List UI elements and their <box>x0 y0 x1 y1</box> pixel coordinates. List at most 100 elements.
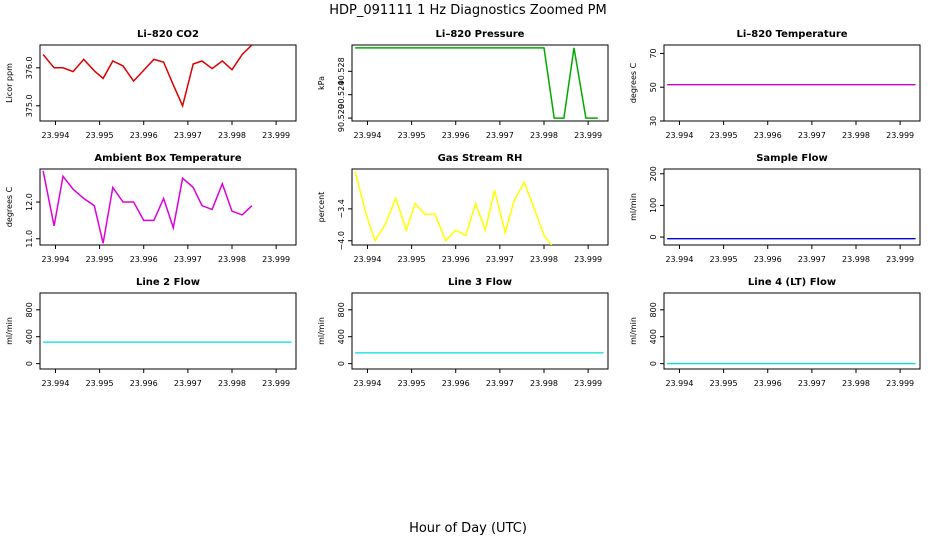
y-tick-label: −4.0 <box>337 231 346 250</box>
x-tick-label: 23.997 <box>486 131 514 140</box>
y-tick-label: 90.524 <box>337 81 346 109</box>
y-axis-label: ml/min <box>629 193 638 221</box>
x-tick-label: 23.997 <box>798 131 826 140</box>
x-tick-label: 23.996 <box>442 131 470 140</box>
y-axis-label: Licor ppm <box>5 63 14 103</box>
x-tick-label: 23.994 <box>41 131 69 140</box>
x-tick-label: 23.999 <box>886 131 914 140</box>
chart-panel-3: Li–820 Temperature 23.994 23.995 23.996 23.9… <box>629 29 921 140</box>
y-tick-label: 200 <box>649 166 658 181</box>
x-tick-label: 23.996 <box>130 379 158 388</box>
panel-title: Gas Stream RH <box>438 153 523 164</box>
y-tick-label: 800 <box>649 302 658 317</box>
series-line <box>355 47 598 119</box>
panel-title: Li–820 Temperature <box>736 29 847 40</box>
y-tick-label: 100 <box>649 198 658 213</box>
plot-frame <box>663 168 921 246</box>
plot-frame <box>663 292 921 370</box>
chart-panel-6: Sample Flow 23.994 23.995 23.996 23.997 23.99… <box>629 153 921 264</box>
y-tick-label: 0 <box>649 235 658 240</box>
y-tick-label: 400 <box>25 329 34 344</box>
x-tick-label: 23.999 <box>886 255 914 264</box>
x-tick-label: 23.997 <box>174 131 202 140</box>
panel-title: Line 2 Flow <box>136 277 200 288</box>
plot-frame <box>351 44 609 122</box>
y-tick-label: 70 <box>649 48 658 58</box>
y-axis-label: kPa <box>317 76 326 90</box>
panel-title: Ambient Box Temperature <box>94 153 241 164</box>
y-tick-label: 400 <box>649 329 658 344</box>
plot-frame <box>351 292 609 370</box>
x-tick-label: 23.998 <box>530 255 558 264</box>
x-tick-label: 23.994 <box>41 255 69 264</box>
y-axis-label: degrees C <box>5 186 14 227</box>
y-axis-label: ml/min <box>5 317 14 345</box>
x-tick-label: 23.996 <box>130 255 158 264</box>
y-tick-label: −3.4 <box>337 199 346 218</box>
x-tick-label: 23.994 <box>353 131 381 140</box>
panel-title: Li–820 Pressure <box>436 29 525 40</box>
x-tick-label: 23.999 <box>574 255 602 264</box>
panel-title: Line 3 Flow <box>448 277 512 288</box>
y-axis-label: degrees C <box>629 62 638 103</box>
plot-frame <box>663 44 921 122</box>
chart-panel-5: Gas Stream RH 23.994 23.995 23.996 23.997 23.… <box>317 153 609 264</box>
y-tick-label: 400 <box>337 329 346 344</box>
figure-xlabel: Hour of Day (UTC) <box>409 521 527 536</box>
y-tick-label: 0 <box>649 361 658 366</box>
y-tick-label: 30 <box>649 116 658 126</box>
x-tick-label: 23.995 <box>710 255 738 264</box>
x-tick-label: 23.996 <box>754 379 782 388</box>
y-tick-label: 800 <box>25 302 34 317</box>
plot-frame <box>351 168 609 246</box>
x-tick-label: 23.998 <box>842 131 870 140</box>
chart-panel-4: Ambient Box Temperature 23.994 23.995 23.99… <box>5 153 297 264</box>
x-tick-label: 23.999 <box>262 255 290 264</box>
x-tick-label: 23.994 <box>41 379 69 388</box>
plot-frame <box>39 44 297 122</box>
chart-panel-9: Line 4 (LT) Flow 23.994 23.995 23.996 23.997… <box>629 277 921 388</box>
x-tick-label: 23.996 <box>442 379 470 388</box>
x-tick-label: 23.999 <box>262 379 290 388</box>
y-tick-label: 50 <box>649 82 658 92</box>
x-tick-label: 23.994 <box>353 379 381 388</box>
x-tick-label: 23.994 <box>665 379 693 388</box>
chart-panel-1: Li–820 CO2 23.994 23.995 23.996 23.997 23.998… <box>5 29 297 140</box>
x-tick-label: 23.998 <box>530 131 558 140</box>
plot-frame <box>39 292 297 370</box>
y-tick-label: 376.0 <box>25 56 34 79</box>
x-tick-label: 23.995 <box>86 131 114 140</box>
x-tick-label: 23.998 <box>218 379 246 388</box>
x-tick-label: 23.998 <box>842 255 870 264</box>
y-tick-label: 800 <box>337 302 346 317</box>
x-tick-label: 23.995 <box>398 379 426 388</box>
x-tick-label: 23.999 <box>574 131 602 140</box>
x-tick-label: 23.997 <box>174 255 202 264</box>
y-tick-label: 12.0 <box>25 193 34 211</box>
chart-panel-8: Line 3 Flow 23.994 23.995 23.996 23.997 23.99… <box>317 277 609 388</box>
x-tick-label: 23.995 <box>398 255 426 264</box>
panels-group: Li–820 CO2 23.994 23.995 23.996 23.997 23.998… <box>5 29 921 388</box>
x-tick-label: 23.998 <box>530 379 558 388</box>
plot-frame <box>39 168 297 246</box>
x-tick-label: 23.995 <box>86 379 114 388</box>
x-tick-label: 23.998 <box>218 131 246 140</box>
x-tick-label: 23.996 <box>754 255 782 264</box>
y-tick-label: 90.520 <box>337 104 346 132</box>
chart-panel-2: Li–820 Pressure 23.994 23.995 23.996 23.997 2… <box>317 29 609 140</box>
y-axis-label: percent <box>317 192 326 223</box>
x-tick-label: 23.998 <box>842 379 870 388</box>
x-tick-label: 23.997 <box>798 379 826 388</box>
y-tick-label: 0 <box>337 361 346 366</box>
x-tick-label: 23.998 <box>218 255 246 264</box>
panel-title: Sample Flow <box>756 153 828 164</box>
series-line <box>42 170 253 244</box>
x-tick-label: 23.994 <box>665 255 693 264</box>
x-tick-label: 23.997 <box>486 255 514 264</box>
x-tick-label: 23.996 <box>130 131 158 140</box>
y-axis-label: ml/min <box>629 317 638 345</box>
y-tick-label: 0 <box>25 361 34 366</box>
x-tick-label: 23.994 <box>665 131 693 140</box>
figure-title: HDP_091111 1 Hz Diagnostics Zoomed PM <box>329 3 607 18</box>
